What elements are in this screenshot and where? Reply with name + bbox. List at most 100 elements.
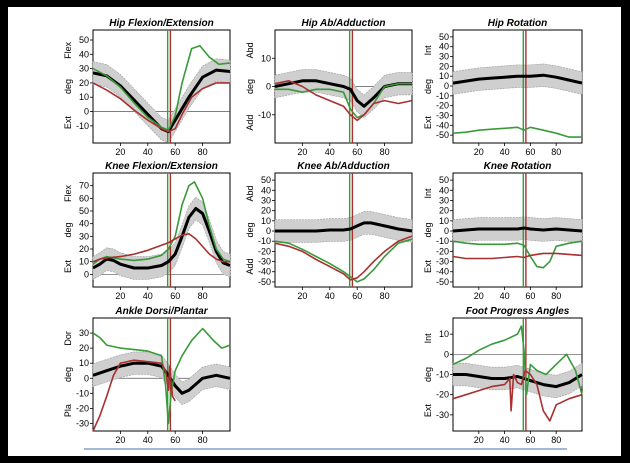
y-tick-label: 10 — [261, 53, 271, 63]
series-line-patient — [92, 181, 231, 265]
x-tick-label: 80 — [198, 435, 208, 445]
y-axis-label: Int — [423, 45, 433, 56]
series-line-normal-mean — [275, 221, 413, 233]
y-tick-label: -30 — [436, 257, 449, 267]
x-tick-label: 20 — [474, 147, 484, 157]
y-tick-label: 30 — [261, 195, 271, 205]
y-tick-label: 10 — [79, 92, 89, 102]
chart-title: Hip Rotation — [488, 18, 547, 29]
y-tick-label: 30 — [79, 231, 89, 241]
series-line-normal-mean — [452, 73, 583, 85]
y-tick-label: 40 — [439, 185, 449, 195]
series-line-patient — [92, 44, 231, 131]
chart-hip-ab-adduction: Hip Ab/Adduction -10 0 10 20 40 60 80 Abd deg Add — [245, 18, 413, 157]
y-tick-label: -10 — [258, 110, 271, 120]
chart-hip-flexion-extension: Hip Flexion/Extension -10 0 10 20 30 40 50 20 40 6… — [63, 18, 231, 157]
y-axis-label: Flex — [63, 185, 73, 203]
y-axis-label: Ext — [423, 259, 433, 273]
y-tick-label: 0 — [444, 81, 449, 91]
y-tick-label: -30 — [76, 418, 89, 428]
y-tick-label: -20 — [436, 390, 449, 400]
y-axis-label: Int — [423, 333, 433, 344]
x-tick-label: 20 — [115, 291, 125, 301]
y-tick-label: -10 — [436, 91, 449, 101]
y-tick-label: 20 — [439, 206, 449, 216]
y-tick-label: 0 — [266, 82, 271, 92]
x-tick-label: 40 — [500, 435, 510, 445]
series-line-normal-mean — [92, 207, 231, 270]
y-tick-label: -40 — [436, 120, 449, 130]
y-tick-label: 30 — [439, 52, 449, 62]
y-tick-label: -10 — [436, 236, 449, 246]
series-line-patient — [274, 80, 413, 122]
y-axis-label: Ext — [423, 116, 433, 130]
series-line-patient — [92, 359, 176, 432]
y-tick-label: 0 — [84, 373, 89, 383]
y-tick-label: -20 — [258, 246, 271, 256]
y-tick-label: -10 — [76, 388, 89, 398]
x-tick-label: 20 — [474, 435, 484, 445]
y-tick-label: 20 — [439, 61, 449, 71]
y-axis-label: deg — [63, 222, 73, 237]
x-tick-label: 40 — [143, 147, 153, 157]
x-tick-label: 60 — [352, 291, 362, 301]
series-line-patient — [274, 235, 413, 281]
x-tick-label: 80 — [551, 435, 561, 445]
normal-range-band — [452, 63, 583, 95]
y-axis-label: Int — [423, 188, 433, 199]
x-tick-label: 60 — [525, 435, 535, 445]
x-tick-label: 20 — [115, 147, 125, 157]
y-axis-label: Add — [245, 258, 255, 274]
series-line-patient — [452, 369, 583, 422]
x-tick-label: 20 — [297, 147, 307, 157]
y-axis-label: deg — [63, 367, 73, 382]
y-axis-label: Abd — [245, 186, 255, 202]
y-tick-label: 40 — [439, 42, 449, 52]
y-tick-label: 10 — [79, 257, 89, 267]
y-tick-label: -30 — [436, 110, 449, 120]
x-tick-label: 60 — [525, 147, 535, 157]
chart-hip-rotation: Hip Rotation-50-40-30-20-100102030405020… — [423, 18, 583, 157]
y-tick-label: 0 — [84, 269, 89, 279]
y-tick-label: -20 — [436, 246, 449, 256]
series-line-normal-mean — [452, 226, 583, 233]
y-axis-label: Ext — [423, 404, 433, 418]
y-tick-label: 50 — [79, 35, 89, 45]
y-tick-label: 10 — [261, 216, 271, 226]
y-axis-label: deg — [423, 367, 433, 382]
x-tick-label: 20 — [115, 435, 125, 445]
x-tick-label: 60 — [525, 291, 535, 301]
chart-title: Knee Ab/Adduction — [297, 161, 389, 172]
y-tick-label: -40 — [258, 267, 271, 277]
y-tick-label: 50 — [439, 32, 449, 42]
y-tick-label: 20 — [261, 206, 271, 216]
series-line-patient — [274, 238, 413, 283]
series-line-patient — [452, 240, 583, 269]
series-line-patient — [92, 233, 230, 263]
chart-ankle-dorsi-plantar: Ankle Dorsi/Plantar -30 -20 -10 0 10 20 30 20 40 6… — [63, 306, 231, 445]
y-tick-label: -10 — [258, 236, 271, 246]
x-tick-label: 40 — [500, 291, 510, 301]
x-tick-label: 80 — [198, 291, 208, 301]
y-axis-label: deg — [245, 222, 255, 237]
chart-knee-ab-adduction: Knee Ab/Adduction-50-40-30-20-1001020304… — [245, 161, 413, 301]
x-tick-label: 80 — [380, 291, 390, 301]
y-axis-label: Add — [245, 115, 255, 131]
y-tick-label: 20 — [79, 244, 89, 254]
y-axis-label: Ext — [63, 259, 73, 273]
y-tick-label: 70 — [79, 181, 89, 191]
y-axis-label: deg — [423, 222, 433, 237]
chart-title: Knee Rotation — [484, 161, 552, 172]
series-line-patient — [452, 126, 582, 138]
y-axis-label: deg — [423, 79, 433, 94]
series-line-patient — [452, 252, 583, 260]
y-tick-label: 60 — [79, 193, 89, 203]
y-tick-label: 50 — [439, 175, 449, 185]
y-tick-label: -50 — [436, 130, 449, 140]
y-axis-label: Flex — [63, 41, 73, 59]
y-tick-label: 40 — [261, 185, 271, 195]
y-tick-label: 0 — [266, 226, 271, 236]
y-tick-label: 30 — [439, 195, 449, 205]
series-line-normal-mean — [453, 373, 583, 389]
